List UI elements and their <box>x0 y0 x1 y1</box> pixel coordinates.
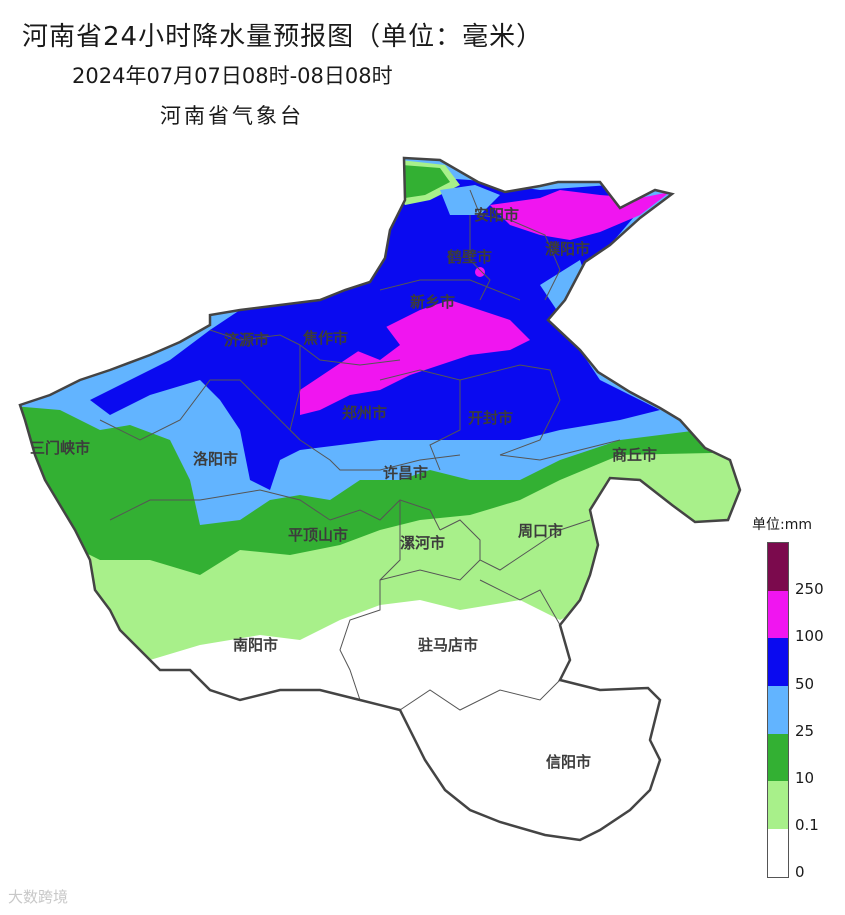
city-label: 平顶山市 <box>288 526 348 544</box>
legend-swatch-25 <box>768 686 788 734</box>
rainfall-areas <box>20 158 740 840</box>
map-title: 河南省24小时降水量预报图（单位：毫米） <box>22 22 544 52</box>
city-label: 焦作市 <box>302 329 348 347</box>
city-label: 信阳市 <box>546 753 591 771</box>
legend-swatch-0 <box>768 829 788 877</box>
forecast-period: 2024年07月07日08时-08日08时 <box>72 64 393 88</box>
legend-unit: 单位:mm <box>752 517 812 533</box>
city-label: 周口市 <box>518 522 563 540</box>
legend-label: 25 <box>795 722 815 740</box>
legend-swatch-10 <box>768 733 788 782</box>
legend-swatch-100 <box>768 590 788 639</box>
city-label: 许昌市 <box>383 464 428 482</box>
city-label: 新乡市 <box>410 293 455 311</box>
prefecture-boundaries <box>99 189 621 711</box>
city-label: 洛阳市 <box>193 450 238 468</box>
city-label: 南阳市 <box>233 636 278 654</box>
legend-swatch-250 <box>768 543 788 591</box>
city-label: 濮阳市 <box>545 240 590 258</box>
watermark: 大数跨境 <box>8 888 69 906</box>
issuing-agency: 河南省气象台 <box>160 104 304 128</box>
legend-label: 10 <box>795 769 815 787</box>
city-label: 鹤壁市 <box>447 248 492 266</box>
legend-label: 0 <box>795 863 805 881</box>
city-label: 三门峡市 <box>30 439 90 457</box>
legend-swatch-50 <box>768 638 788 687</box>
legend-color-bar <box>767 542 789 878</box>
city-label: 安阳市 <box>474 206 519 224</box>
legend-swatch-0-1 <box>768 781 788 830</box>
city-label: 济源市 <box>224 331 269 349</box>
legend-label: 0.1 <box>795 816 819 834</box>
legend-label: 50 <box>795 675 815 693</box>
legend-label: 250 <box>795 580 824 598</box>
city-label: 漯河市 <box>400 534 445 552</box>
city-label: 驻马店市 <box>418 636 478 654</box>
legend-label: 100 <box>795 627 824 645</box>
city-labels: 安阳市 濮阳市 鹤壁市 新乡市 济源市 焦作市 郑州市 开封市 三门峡市 洛阳市… <box>30 206 657 771</box>
city-label: 开封市 <box>468 409 513 427</box>
city-label: 商丘市 <box>612 446 657 464</box>
city-label: 郑州市 <box>342 404 387 422</box>
